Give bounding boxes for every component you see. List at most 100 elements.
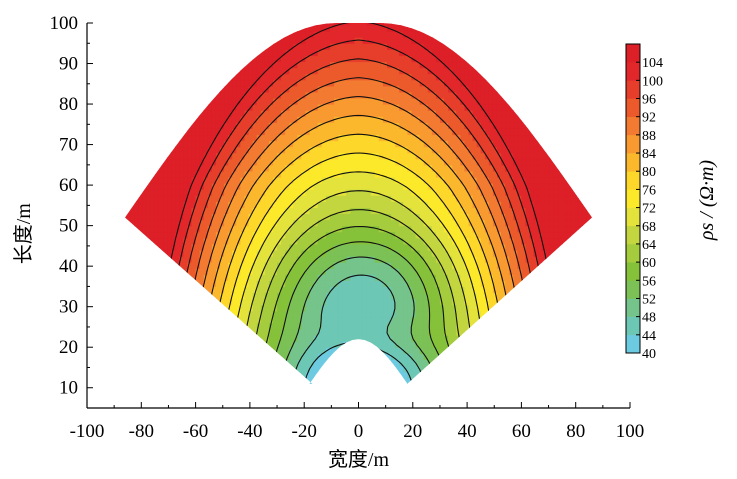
- contour-cell: [158, 116, 164, 123]
- contour-cell: [411, 104, 417, 111]
- contour-cell: [171, 213, 176, 221]
- contour-cell: [325, 365, 331, 373]
- contour-cell: [187, 170, 193, 178]
- contour-cell: [334, 310, 339, 318]
- contour-cell: [252, 67, 258, 75]
- contour-cell: [362, 219, 368, 227]
- contour-cell: [334, 79, 339, 87]
- contour-cell: [114, 128, 119, 135]
- contour-cell: [179, 371, 184, 379]
- contour-cell: [248, 256, 254, 263]
- contour-cell: [431, 328, 437, 336]
- contour-cell: [232, 316, 237, 324]
- contour-cell: [138, 213, 144, 221]
- contour-cell: [419, 298, 425, 306]
- contour-cell: [142, 298, 148, 306]
- contour-cell: [220, 274, 225, 281]
- contour-cell: [329, 268, 335, 275]
- contour-cell: [407, 170, 413, 178]
- contour-cell: [232, 55, 237, 63]
- contour-cell: [301, 97, 307, 105]
- contour-cell: [179, 79, 184, 87]
- contour-cell: [199, 104, 205, 111]
- contour-cell: [403, 23, 408, 26]
- contour-cell: [387, 322, 392, 330]
- contour-cell: [187, 23, 193, 26]
- contour-cell: [244, 134, 250, 142]
- contour-cell: [236, 243, 241, 251]
- contour-cell: [138, 55, 144, 63]
- contour-cell: [342, 164, 347, 172]
- contour-cell: [244, 328, 250, 336]
- contour-cell: [220, 79, 225, 87]
- contour-cell: [211, 292, 217, 300]
- contour-cell: [346, 128, 351, 136]
- contour-cell: [423, 377, 429, 384]
- contour-cell: [130, 116, 136, 123]
- contour-cell: [423, 347, 429, 354]
- contour-cell: [207, 122, 213, 129]
- contour-cell: [248, 97, 254, 105]
- contour-cell: [199, 43, 205, 50]
- contour-cell: [407, 158, 413, 166]
- contour-cell: [285, 195, 290, 202]
- contour-cell: [228, 104, 233, 111]
- contour-cell: [195, 304, 201, 312]
- contour-cell: [387, 91, 392, 99]
- contour-cell: [334, 104, 339, 111]
- contour-cell: [195, 189, 201, 196]
- contour-cell: [370, 213, 376, 221]
- contour-cell: [329, 219, 335, 227]
- contour-cell: [395, 85, 400, 93]
- contour-cell: [382, 328, 388, 336]
- contour-cell: [411, 322, 417, 330]
- contour-cell: [431, 213, 437, 221]
- contour-cell: [362, 158, 368, 166]
- contour-cell: [301, 371, 307, 379]
- contour-cell: [244, 341, 250, 348]
- contour-cell: [228, 189, 233, 196]
- contour-cell: [317, 377, 323, 384]
- contour-cell: [346, 25, 351, 32]
- contour-cell: [167, 140, 172, 148]
- contour-cell: [248, 328, 254, 336]
- contour-cell: [268, 335, 274, 342]
- contour-cell: [297, 383, 303, 384]
- contour-cell: [118, 13, 123, 20]
- contour-cell: [211, 335, 217, 342]
- contour-cell: [411, 383, 417, 384]
- contour-cell: [118, 335, 123, 342]
- contour-cell: [146, 134, 152, 142]
- contour-cell: [301, 85, 307, 93]
- contour-cell: [313, 23, 319, 26]
- contour-cell: [354, 140, 360, 148]
- contour-cell: [329, 91, 335, 99]
- contour-cell: [191, 268, 197, 275]
- contour-cell: [334, 280, 339, 288]
- contour-cell: [285, 49, 290, 57]
- contour-cell: [387, 128, 392, 136]
- contour-cell: [232, 85, 237, 93]
- contour-cell: [321, 274, 327, 281]
- contour-cell: [203, 207, 209, 215]
- contour-cell: [146, 231, 152, 239]
- contour-cell: [358, 310, 364, 318]
- contour-cell: [272, 341, 278, 348]
- contour-cell: [248, 201, 254, 208]
- contour-cell: [256, 310, 262, 318]
- contour-cell: [118, 189, 123, 196]
- contour-cell: [175, 328, 180, 336]
- contour-cell: [423, 341, 429, 348]
- contour-cell: [260, 134, 266, 142]
- contour-cell: [114, 55, 119, 62]
- contour-cell: [301, 335, 307, 342]
- contour-cell: [378, 322, 384, 330]
- contour-cell: [134, 73, 140, 81]
- contour-cell: [220, 335, 225, 342]
- contour-cell: [289, 67, 294, 75]
- contour-cell: [342, 328, 347, 336]
- contour-cell: [207, 219, 213, 227]
- contour-cell: [126, 316, 132, 324]
- contour-cell: [264, 274, 270, 281]
- contour-cell: [126, 116, 132, 123]
